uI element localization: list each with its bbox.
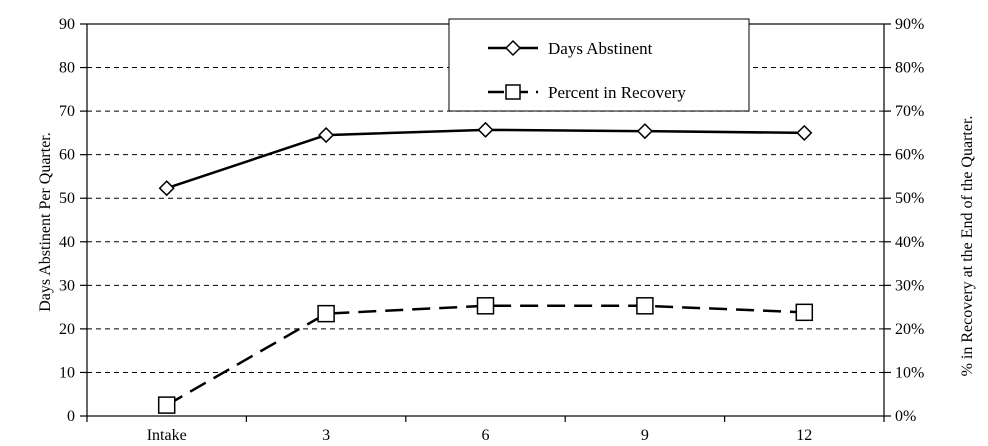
data-point-days-abstinent [796, 124, 813, 141]
data-point-days-abstinent [318, 127, 335, 144]
right-axis-title: % in Recovery at the End of the Quarter. [959, 116, 976, 377]
right-axis-tick-label: 50% [895, 190, 924, 207]
x-axis-tick-label: 12 [796, 427, 812, 444]
right-axis-tick-label: 70% [895, 103, 924, 120]
series-line-percent-in-recovery [166, 304, 805, 407]
right-axis-tick-label: 40% [895, 234, 924, 251]
left-axis-tick-label: 10 [59, 364, 75, 381]
data-point-percent-in-recovery [636, 297, 654, 315]
data-point-percent-in-recovery [476, 297, 495, 315]
series-line-days-abstinent [166, 128, 805, 190]
legend-square-marker-icon [505, 84, 521, 100]
right-axis-tick-label: 10% [895, 364, 924, 381]
right-axis-tick-label: 20% [895, 321, 924, 338]
left-axis-tick-label: 40 [59, 234, 75, 251]
right-axis-tick-label: 60% [895, 147, 924, 164]
x-axis-tick-label: 9 [641, 427, 649, 444]
right-axis-tick-label: 90% [895, 16, 924, 33]
legend-box [448, 18, 750, 112]
right-axis-tick-label: 0% [895, 408, 916, 425]
x-axis-tick-label: 6 [482, 427, 490, 444]
data-point-percent-in-recovery [157, 396, 176, 414]
left-axis-title: Days Abstinent Per Quarter. [37, 132, 54, 312]
left-axis-tick-label: 30 [59, 277, 75, 294]
x-axis-tick-label: 3 [322, 427, 330, 444]
left-axis-tick-label: 70 [59, 103, 75, 120]
left-axis-tick-label: 80 [59, 60, 75, 77]
legend-diamond-marker-icon [504, 39, 522, 57]
data-point-days-abstinent [636, 123, 653, 140]
left-axis-tick-label: 90 [59, 16, 75, 33]
legend-label-days-abstinent: Days Abstinent [548, 39, 653, 58]
left-axis-tick-label: 0 [67, 408, 75, 425]
data-point-days-abstinent [158, 180, 175, 197]
right-axis-tick-label: 80% [895, 60, 924, 77]
data-point-percent-in-recovery [795, 303, 814, 322]
left-axis-tick-label: 60 [59, 147, 75, 164]
gridlines [87, 67, 884, 373]
data-point-percent-in-recovery [317, 304, 335, 323]
data-point-days-abstinent [477, 121, 494, 138]
series-layer [157, 121, 814, 414]
legend-label-percent-in-recovery: Percent in Recovery [548, 83, 686, 102]
left-axis-tick-label: 50 [59, 190, 75, 207]
legend: Days Abstinent Percent in Recovery [448, 18, 750, 112]
axes: 0 0% 10 10% 20 20% 30 30% 40 40% 50 50% 60 60% 70 70% 80… [59, 16, 924, 444]
x-axis-tick-label: Intake [147, 427, 187, 444]
left-axis-tick-label: 20 [59, 321, 75, 338]
right-axis-tick-label: 30% [895, 277, 924, 294]
